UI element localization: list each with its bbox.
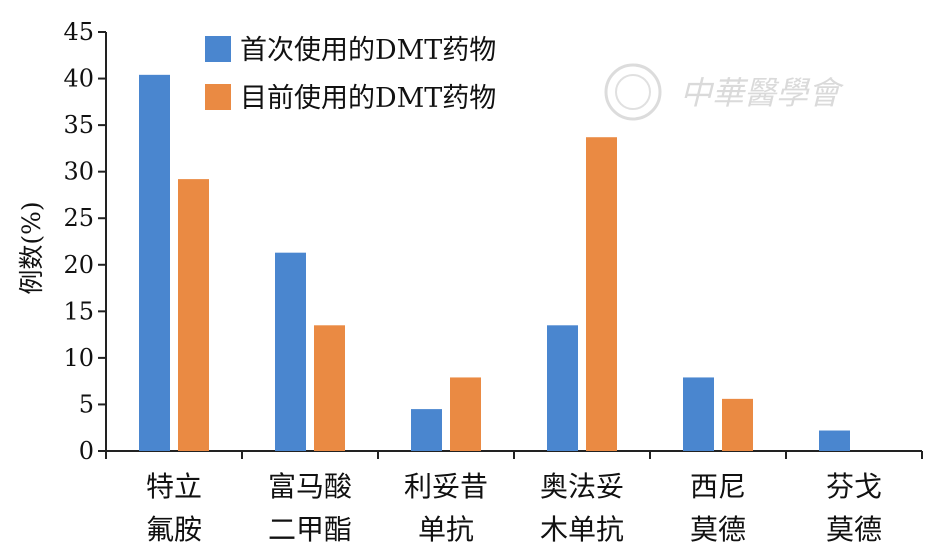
- watermark-text: 中華醫學會: [680, 74, 844, 112]
- y-tick-label: 0: [79, 437, 94, 465]
- bar-first-use: [819, 430, 850, 451]
- watermark-seal-icon: [604, 63, 662, 121]
- y-tick-label: 5: [79, 390, 94, 418]
- category-label: 芬戈: [826, 470, 882, 503]
- category-label: 氟胺: [146, 513, 202, 546]
- legend-label-first-use: 首次使用的DMT药物: [240, 35, 496, 66]
- y-tick-label: 25: [63, 204, 94, 232]
- y-tick-label: 30: [63, 158, 94, 186]
- category-label: 二甲酯: [268, 513, 352, 546]
- legend-label-current-use: 目前使用的DMT药物: [240, 83, 496, 114]
- bar-current-use: [722, 398, 753, 451]
- bar-current-use: [450, 377, 481, 451]
- category-label: 利妥昔: [404, 470, 488, 503]
- bar-first-use: [683, 377, 714, 451]
- category-label: 西尼: [690, 470, 746, 503]
- bar-first-use: [139, 74, 170, 451]
- y-tick-label: 10: [63, 344, 94, 372]
- y-axis-label: 例数(%): [17, 201, 46, 294]
- bar-current-use: [314, 325, 345, 451]
- y-tick-label: 35: [63, 111, 94, 139]
- y-tick-label: 15: [63, 297, 94, 325]
- legend-swatch-first-use: [205, 36, 231, 62]
- x-axis-ticks: [105, 451, 923, 459]
- bar-current-use: [586, 137, 617, 451]
- category-label: 莫德: [826, 513, 882, 546]
- y-tick-label: 20: [63, 251, 94, 279]
- legend: 首次使用的DMT药物 目前使用的DMT药物: [205, 35, 496, 114]
- bar-first-use: [547, 325, 578, 451]
- legend-swatch-current-use: [205, 84, 231, 110]
- category-label: 特立: [146, 470, 202, 503]
- bars: [139, 74, 850, 452]
- bar-first-use: [411, 409, 442, 451]
- category-label: 富马酸: [268, 470, 352, 503]
- bar-current-use: [178, 179, 209, 452]
- category-label: 莫德: [690, 513, 746, 546]
- category-label: 奥法妥: [540, 470, 624, 503]
- category-label: 单抗: [418, 513, 474, 546]
- y-tick-label: 40: [63, 65, 94, 93]
- category-label: 木单抗: [540, 513, 624, 546]
- bar-first-use: [275, 252, 306, 451]
- watermark: 中華醫學會: [604, 63, 844, 121]
- y-axis-ticks: 0 5 10 15 20 25 30 35 40 45: [63, 18, 106, 465]
- y-tick-label: 45: [63, 18, 94, 46]
